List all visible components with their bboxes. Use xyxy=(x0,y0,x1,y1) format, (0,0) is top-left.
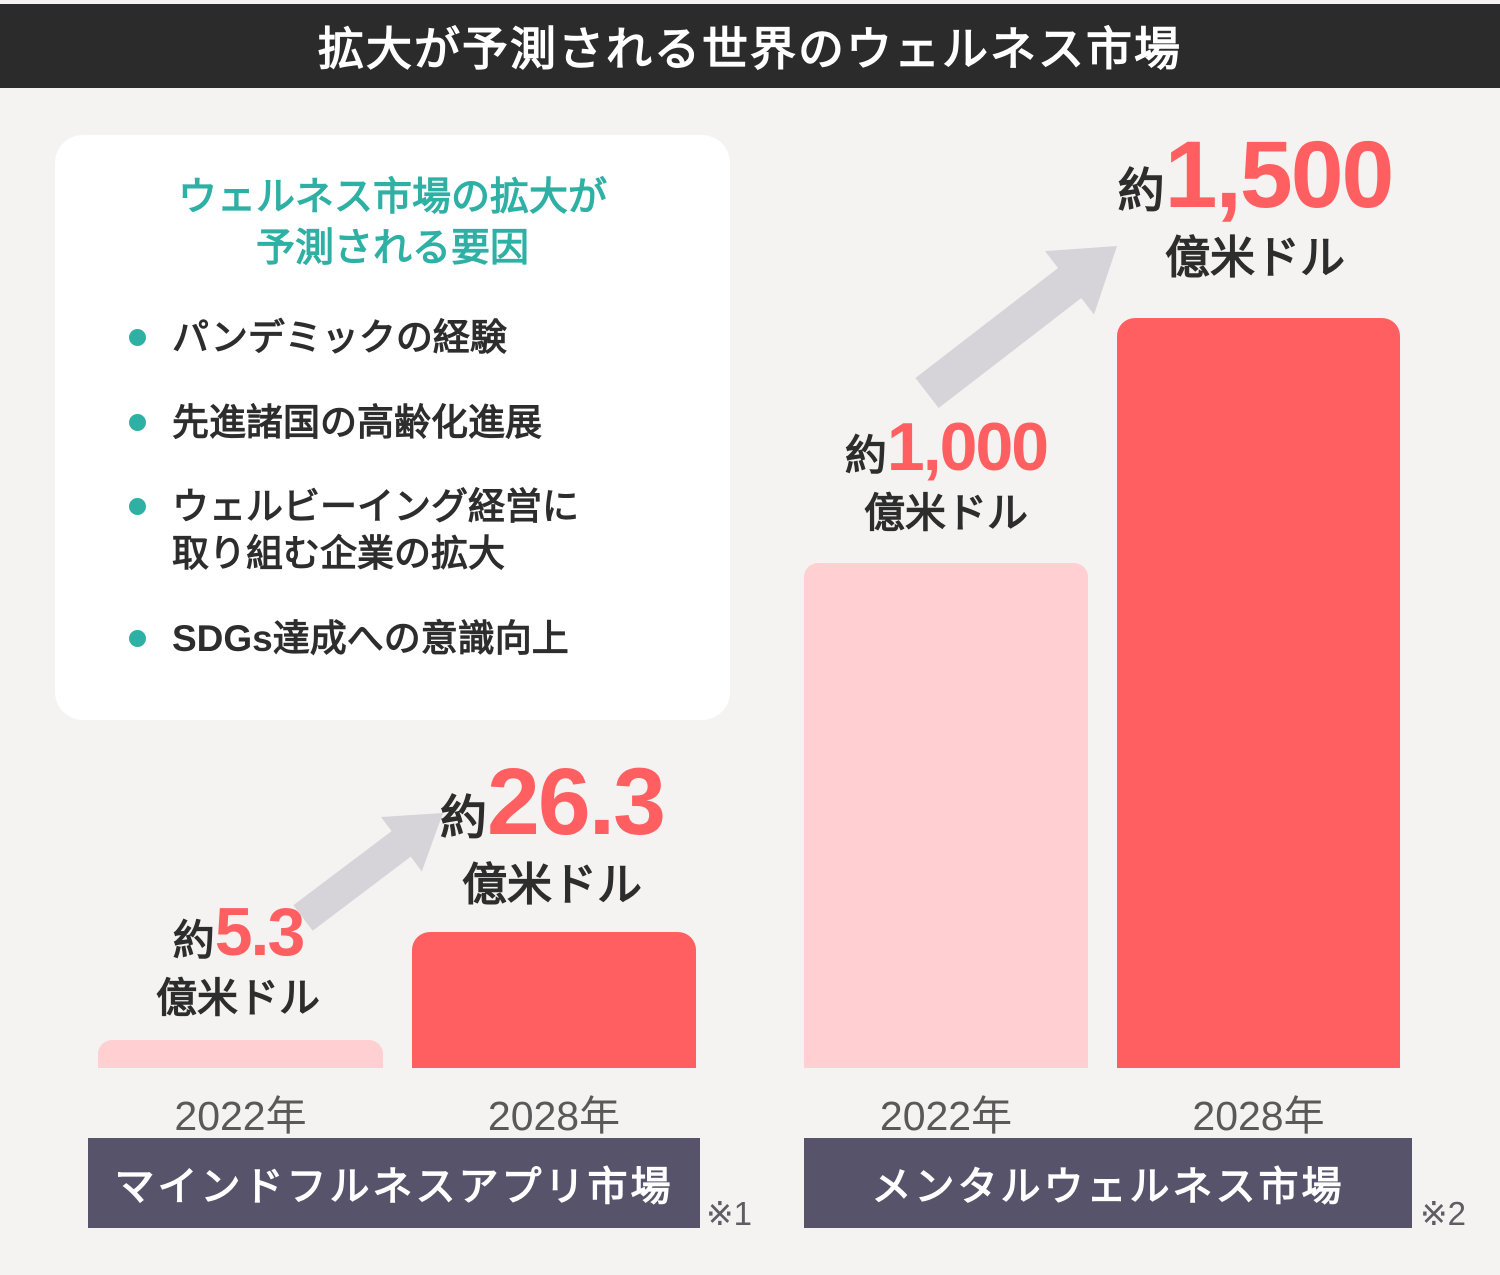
axis-label-year: 2022年 xyxy=(174,1093,307,1139)
bar-mindfulness-2022 xyxy=(98,1040,383,1068)
value-label-mindfulness-2028: 約26.3 億米ドル xyxy=(440,749,666,910)
factor-text: SDGs達成への意識向上 xyxy=(172,617,569,659)
footnote-ref-2: ※2 xyxy=(1420,1195,1467,1232)
title-bar: 拡大が予測される世界のウェルネス市場 xyxy=(0,4,1500,88)
factor-text: 先進諸国の高齢化進展 xyxy=(172,401,542,443)
page-title: 拡大が予測される世界のウェルネス市場 xyxy=(318,23,1182,75)
bar-mindfulness-2028 xyxy=(412,932,696,1068)
factors-heading-line2: 予測される要因 xyxy=(255,226,529,270)
factors-heading: ウェルネス市場の拡大が 予測される要因 xyxy=(55,173,730,274)
factor-text: ウェルビーイング経営に 取り組む企業の拡大 xyxy=(172,486,579,575)
factors-card: ウェルネス市場の拡大が 予測される要因 パンデミックの経験 先進諸国の高齢化進展 xyxy=(55,135,730,720)
bullet-dot-icon xyxy=(129,413,146,431)
value-label-mental-2022: 約1,000 億米ドル xyxy=(844,409,1049,536)
bar-mental-2022 xyxy=(804,563,1088,1068)
list-item: 先進諸国の高齢化進展 xyxy=(129,399,690,446)
value-label-mindfulness-2022: 約5.3 億米ドル xyxy=(156,894,320,1021)
axis-label-year: 2028年 xyxy=(487,1093,621,1139)
factors-list: パンデミックの経験 先進諸国の高齢化進展 ウェルビーイング経営に 取り組む企業の… xyxy=(55,314,730,662)
footnote-ref-1: ※1 xyxy=(706,1195,753,1232)
list-item: ウェルビーイング経営に 取り組む企業の拡大 xyxy=(129,483,690,578)
bullet-dot-icon xyxy=(129,629,146,647)
growth-arrow-icon xyxy=(915,246,1117,409)
axis-label-year: 2028年 xyxy=(1192,1093,1325,1139)
chart-title-banner-mindfulness: マインドフルネスアプリ市場 xyxy=(88,1138,700,1228)
list-item: SDGs達成への意識向上 xyxy=(129,615,690,662)
list-item: パンデミックの経験 xyxy=(129,314,690,361)
growth-arrow-icon xyxy=(293,813,443,931)
bar-mental-2028 xyxy=(1117,318,1400,1068)
bullet-dot-icon xyxy=(129,329,146,347)
axis-label-year: 2022年 xyxy=(879,1093,1013,1139)
factors-heading-line1: ウェルネス市場の拡大が xyxy=(177,176,607,219)
factor-text: パンデミックの経験 xyxy=(172,317,507,359)
value-label-mental-2028: 約1,500 億米ドル xyxy=(1117,122,1395,283)
bullet-dot-icon xyxy=(129,498,146,516)
chart-title-banner-mental: メンタルウェルネス市場 xyxy=(804,1138,1412,1228)
